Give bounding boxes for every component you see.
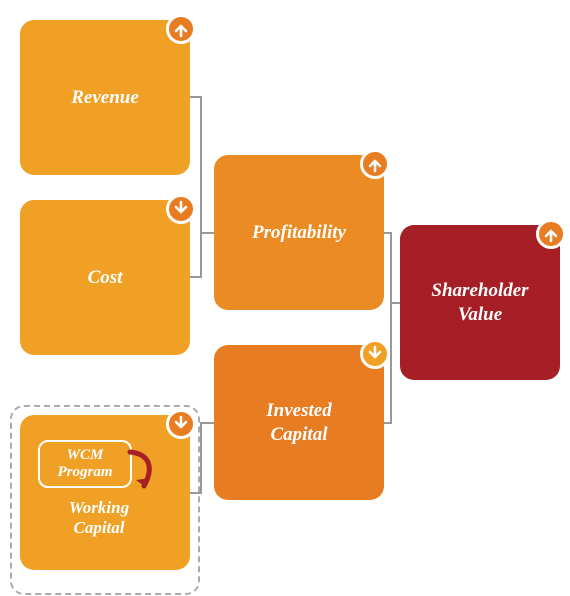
invested-label: InvestedCapital — [256, 399, 341, 447]
invested-node: InvestedCapital — [214, 345, 384, 500]
cost-arrow-down-icon — [166, 194, 196, 224]
connector — [200, 422, 214, 424]
revenue-label: Revenue — [61, 86, 149, 110]
profitability-node: Profitability — [214, 155, 384, 310]
connector — [200, 232, 202, 278]
profitability-arrow-up-icon — [360, 149, 390, 179]
working-arrow-down-icon — [166, 409, 196, 439]
connector — [200, 96, 202, 234]
invested-arrow-down-icon — [360, 339, 390, 369]
connector — [200, 422, 202, 494]
shareholder-label: ShareholderValue — [421, 279, 538, 327]
connector — [200, 232, 214, 234]
shareholder-arrow-up-icon — [536, 219, 566, 249]
connector — [390, 302, 392, 424]
working-capital-label: WorkingCapital — [44, 498, 154, 539]
revenue-node: Revenue — [20, 20, 190, 175]
value-driver-diagram: Revenue Cost Profitability InvestedCapital S… — [0, 0, 570, 596]
cost-node: Cost — [20, 200, 190, 355]
connector — [390, 232, 392, 304]
profitability-label: Profitability — [242, 221, 356, 245]
cost-label: Cost — [78, 266, 133, 290]
shareholder-node: ShareholderValue — [400, 225, 560, 380]
revenue-arrow-up-icon — [166, 14, 196, 44]
wcm-program-pill: WCMProgram — [38, 440, 132, 488]
working-node — [20, 415, 190, 570]
wcm-curved-arrow-icon — [124, 448, 164, 503]
